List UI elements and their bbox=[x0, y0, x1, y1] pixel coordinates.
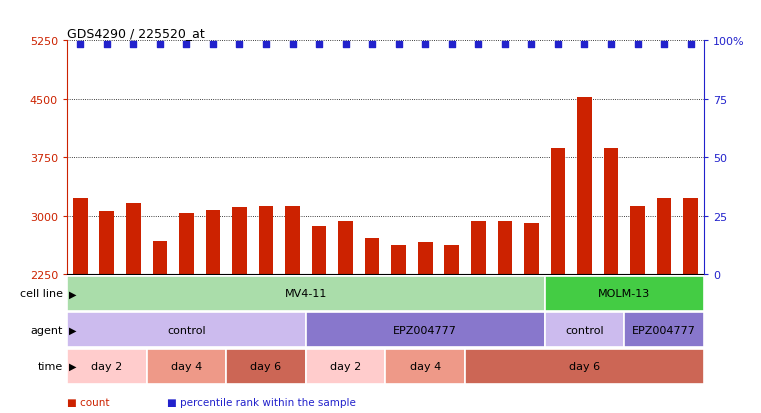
Bar bbox=[339, 221, 353, 275]
Bar bbox=[444, 245, 459, 275]
Text: EPZ004777: EPZ004777 bbox=[632, 325, 696, 335]
Bar bbox=[471, 221, 486, 275]
Text: day 6: day 6 bbox=[250, 361, 282, 371]
Point bbox=[74, 41, 86, 48]
Bar bbox=[67, 276, 545, 311]
Text: ▶: ▶ bbox=[68, 361, 76, 371]
Bar bbox=[232, 208, 247, 275]
Bar bbox=[465, 349, 704, 384]
Point bbox=[154, 41, 166, 48]
Point bbox=[366, 41, 378, 48]
Point bbox=[552, 41, 564, 48]
Bar bbox=[624, 313, 704, 347]
Bar bbox=[551, 149, 565, 275]
Bar bbox=[657, 198, 671, 275]
Bar bbox=[67, 313, 306, 347]
Text: control: control bbox=[565, 325, 603, 335]
Point bbox=[578, 41, 591, 48]
Bar bbox=[545, 276, 704, 311]
Bar bbox=[683, 198, 698, 275]
Bar bbox=[386, 349, 465, 384]
Text: EPZ004777: EPZ004777 bbox=[393, 325, 457, 335]
Point bbox=[632, 41, 644, 48]
Point bbox=[419, 41, 431, 48]
Bar bbox=[73, 198, 88, 275]
Text: agent: agent bbox=[30, 325, 63, 335]
Bar bbox=[418, 243, 432, 275]
Point bbox=[393, 41, 405, 48]
Point bbox=[100, 41, 113, 48]
Text: day 2: day 2 bbox=[91, 361, 123, 371]
Text: ■ count: ■ count bbox=[67, 397, 110, 407]
Point bbox=[207, 41, 219, 48]
Text: ■ percentile rank within the sample: ■ percentile rank within the sample bbox=[167, 397, 356, 407]
Bar bbox=[285, 207, 300, 275]
Bar bbox=[306, 349, 386, 384]
Point bbox=[605, 41, 617, 48]
Point bbox=[473, 41, 485, 48]
Text: control: control bbox=[167, 325, 205, 335]
Bar bbox=[226, 349, 306, 384]
Bar bbox=[152, 241, 167, 275]
Text: ▶: ▶ bbox=[68, 289, 76, 299]
Text: day 4: day 4 bbox=[170, 361, 202, 371]
Bar bbox=[312, 226, 326, 275]
Text: time: time bbox=[38, 361, 63, 371]
Point bbox=[446, 41, 458, 48]
Bar bbox=[205, 210, 220, 275]
Point bbox=[525, 41, 537, 48]
Point bbox=[685, 41, 697, 48]
Point bbox=[313, 41, 325, 48]
Bar bbox=[524, 223, 539, 275]
Text: GDS4290 / 225520_at: GDS4290 / 225520_at bbox=[67, 27, 205, 40]
Bar bbox=[498, 221, 512, 275]
Bar bbox=[147, 349, 226, 384]
Point bbox=[658, 41, 670, 48]
Bar bbox=[630, 207, 645, 275]
Bar bbox=[67, 349, 147, 384]
Point bbox=[234, 41, 246, 48]
Bar bbox=[179, 214, 194, 275]
Text: cell line: cell line bbox=[20, 289, 63, 299]
Bar bbox=[306, 313, 545, 347]
Text: MOLM-13: MOLM-13 bbox=[598, 289, 651, 299]
Bar bbox=[259, 207, 273, 275]
Text: day 2: day 2 bbox=[330, 361, 361, 371]
Text: day 6: day 6 bbox=[569, 361, 600, 371]
Point bbox=[180, 41, 193, 48]
Bar bbox=[577, 97, 592, 275]
Bar bbox=[545, 313, 624, 347]
Point bbox=[127, 41, 139, 48]
Text: day 4: day 4 bbox=[409, 361, 441, 371]
Text: MV4-11: MV4-11 bbox=[285, 289, 327, 299]
Point bbox=[339, 41, 352, 48]
Text: ▶: ▶ bbox=[68, 325, 76, 335]
Point bbox=[286, 41, 298, 48]
Bar bbox=[126, 203, 141, 275]
Point bbox=[260, 41, 272, 48]
Point bbox=[498, 41, 511, 48]
Bar bbox=[100, 211, 114, 275]
Bar bbox=[603, 149, 619, 275]
Bar bbox=[391, 246, 406, 275]
Bar bbox=[365, 238, 380, 275]
